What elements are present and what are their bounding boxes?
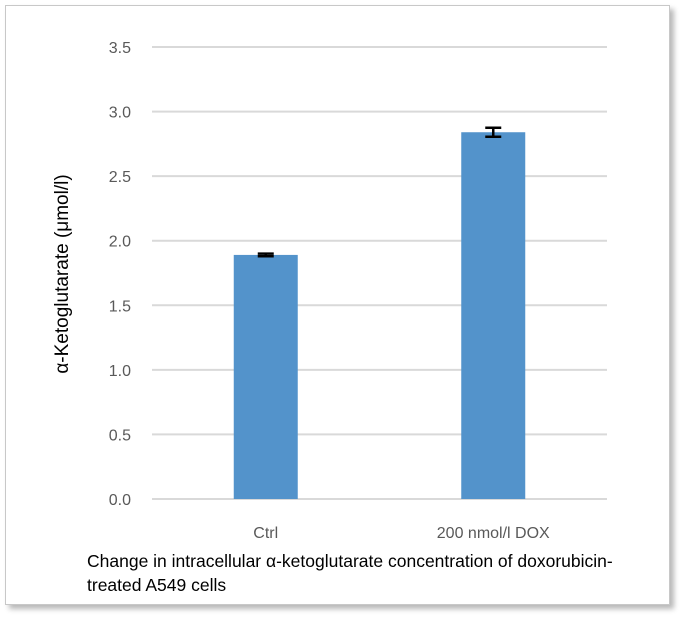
error-bars: [257, 126, 502, 258]
y-axis-label: α-Ketoglutarate (μmol/l): [52, 174, 73, 373]
y-tick-label: 1.0: [109, 363, 131, 380]
x-tick-labels: Ctrl 200 nmol/l DOX: [253, 525, 550, 542]
y-tick-label: 1.5: [109, 298, 131, 315]
bar: [233, 254, 298, 499]
x-tick-label: 200 nmol/l DOX: [437, 525, 550, 542]
y-tick-label: 0.5: [109, 427, 131, 444]
bars: [233, 132, 526, 499]
x-tick-label: Ctrl: [253, 525, 278, 542]
figure-caption: Change in intracellular α-ketoglutarate …: [87, 551, 613, 595]
gridlines: [152, 46, 607, 500]
y-tick-label: 3.0: [109, 105, 131, 122]
y-tick-label: 0.0: [109, 492, 131, 509]
bar: [461, 132, 526, 499]
y-tick-label: 2.5: [109, 169, 131, 186]
y-tick-label: 2.0: [109, 234, 131, 251]
error-bar: [257, 252, 274, 258]
error-bar: [485, 126, 502, 139]
y-tick-label: 3.5: [109, 40, 131, 57]
y-tick-labels: 0.0 0.5 1.0 1.5 2.0 2.5 3.0 3.5: [109, 40, 131, 509]
